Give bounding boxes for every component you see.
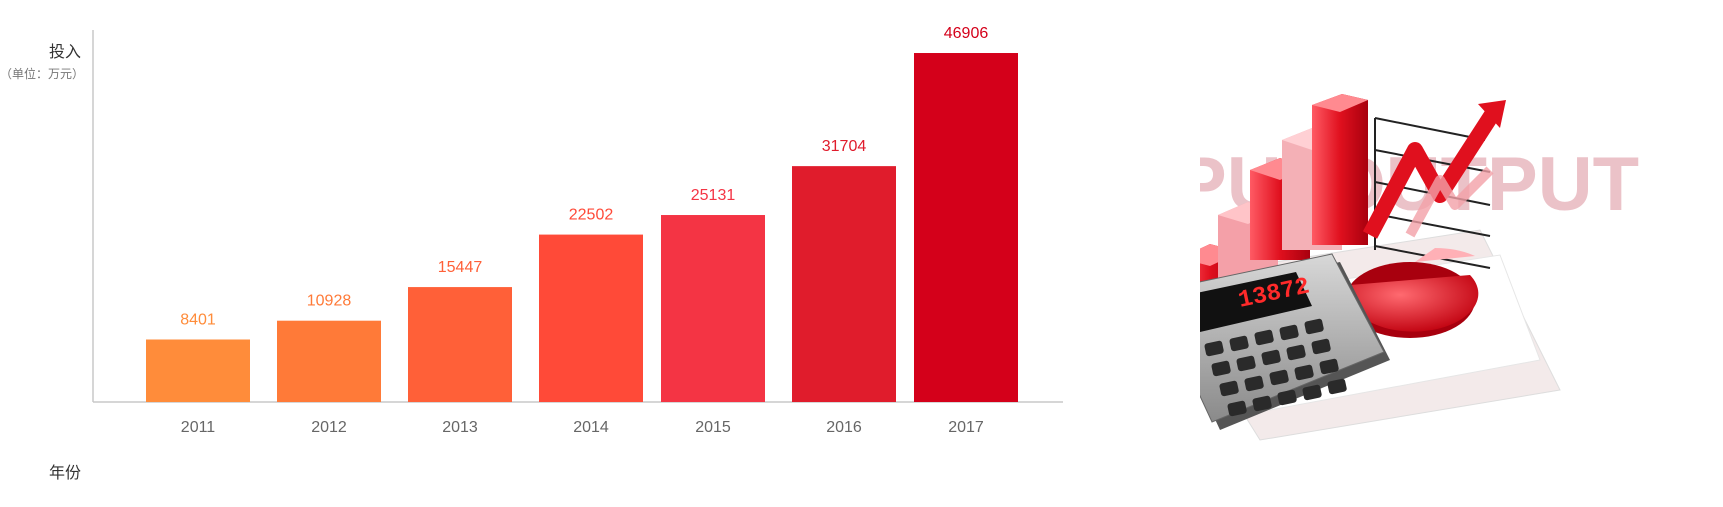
- trend-arrow-icon: [1362, 100, 1506, 239]
- data-label-2015: 25131: [691, 187, 736, 204]
- bar-2014: [539, 234, 643, 402]
- data-label-2016: 31704: [822, 138, 867, 155]
- x-tick-label-2017: 2017: [948, 419, 984, 436]
- bar-chart: 投入 （单位：万元） 年份 8401 2011 10928 2012 15447 2013…: [0, 25, 1063, 482]
- bar-2013: [408, 287, 512, 402]
- chart-plot: 8401 2011 10928 2012 15447 2013 22502 2014 25131…: [92, 25, 1063, 436]
- bar-2017: [914, 53, 1018, 403]
- data-label-2014: 22502: [569, 207, 614, 224]
- y-axis-unit: （单位：万元）: [0, 67, 85, 81]
- pie-chart-icon: [1345, 247, 1479, 338]
- calculator-icon: 13872: [1151, 253, 1390, 430]
- x-tick-label-2013: 2013: [442, 419, 478, 436]
- bar-2012: [277, 320, 381, 402]
- data-label-2017: 46906: [944, 25, 989, 42]
- data-label-2013: 15447: [438, 259, 483, 276]
- x-tick-label-2016: 2016: [826, 419, 862, 436]
- x-axis-label: 年份: [49, 463, 82, 482]
- data-label-2012: 10928: [307, 293, 352, 310]
- x-tick-label-2011: 2011: [181, 419, 216, 436]
- bar-2011: [146, 339, 250, 402]
- finance-illustration-svg: INPUTOUTPUT: [1100, 94, 1639, 441]
- x-tick-label-2015: 2015: [695, 419, 731, 436]
- bar-2016: [792, 166, 896, 402]
- x-tick-label-2012: 2012: [311, 419, 347, 436]
- bar-2015: [661, 215, 765, 402]
- data-label-2011: 8401: [180, 311, 216, 328]
- finance-illustration: INPUTOUTPUT: [1100, 0, 1723, 502]
- x-tick-label-2014: 2014: [573, 419, 609, 436]
- y-axis-label: 投入: [49, 42, 82, 61]
